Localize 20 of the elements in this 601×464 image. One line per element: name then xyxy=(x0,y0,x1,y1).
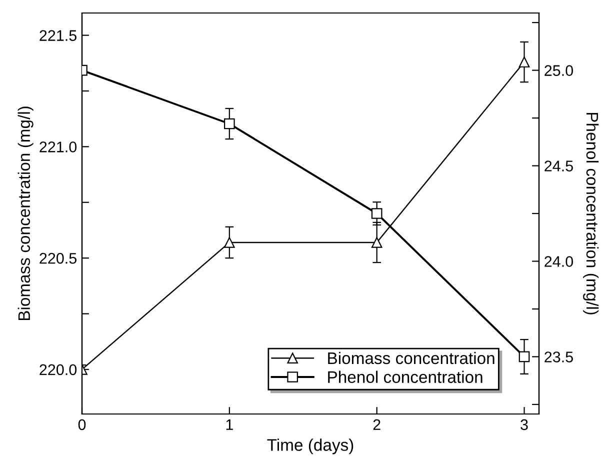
x-tick-label: 2 xyxy=(373,419,380,430)
y-tick-label: 220.5 xyxy=(40,252,76,264)
x-tick-label: 1 xyxy=(226,419,233,430)
y-tick-label: 221.0 xyxy=(40,142,77,152)
point xyxy=(224,118,235,130)
x-axis-title: Time (days) xyxy=(267,438,354,454)
y2-tick-label: 24.0 xyxy=(544,256,573,267)
legend-label: Phenol concentration xyxy=(328,370,482,383)
x-tick-label: 0 xyxy=(78,419,86,430)
point xyxy=(371,208,382,219)
y-tick-label: 220.0 xyxy=(40,364,77,376)
point xyxy=(518,351,530,362)
y2-axis-title: Phenol concentration (mg/l) xyxy=(583,112,599,314)
y2-tick-label: 23.5 xyxy=(544,352,573,362)
y2-tick-label: 24.5 xyxy=(544,160,573,172)
legend-label: Biomass concentration xyxy=(328,352,494,364)
y-tick-label: 221.5 xyxy=(40,30,76,41)
y2-tick-label: 25.0 xyxy=(544,65,573,76)
y-axis-title: Biomass concentration (mg/l) xyxy=(18,106,34,320)
x-tick-label: 3 xyxy=(520,419,528,430)
